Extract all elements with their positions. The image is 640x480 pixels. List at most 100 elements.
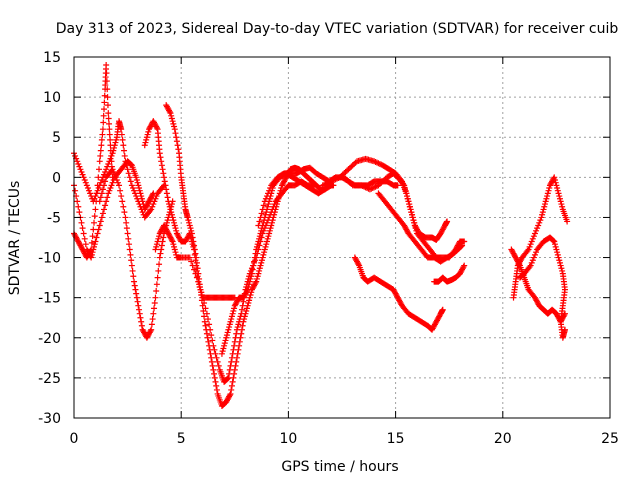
data-point	[169, 238, 176, 245]
data-point	[131, 187, 138, 194]
data-point	[97, 152, 104, 159]
data-point	[100, 112, 107, 119]
data-point	[123, 219, 130, 226]
data-point	[102, 178, 109, 185]
data-point	[444, 218, 451, 225]
data-point	[74, 158, 81, 165]
data-point	[147, 328, 154, 335]
data-point	[88, 239, 95, 246]
data-point	[255, 238, 262, 245]
data-point	[147, 207, 154, 214]
data-point	[118, 131, 125, 138]
data-point	[128, 182, 135, 189]
data-point	[124, 166, 131, 173]
data-point	[97, 194, 104, 201]
data-point	[236, 342, 243, 349]
data-point	[150, 310, 157, 317]
data-point	[402, 187, 409, 194]
data-point	[75, 160, 82, 167]
series-arc-15	[510, 174, 571, 301]
data-point	[77, 166, 84, 173]
data-point	[156, 254, 163, 261]
axis-ticks: 0 5 10 15 20 25 -30 -25 -20 -15 -10 -5 0 5 10 15	[38, 50, 619, 447]
data-point	[167, 206, 174, 213]
data-point	[530, 254, 537, 261]
data-point	[193, 254, 200, 261]
data-point	[96, 222, 103, 229]
data-point	[166, 203, 173, 210]
data-point	[101, 99, 108, 106]
y-axis-label: SDTVAR / TECUs	[7, 181, 23, 296]
data-point	[91, 213, 98, 220]
data-point	[134, 179, 141, 186]
data-point	[186, 222, 193, 229]
data-point	[557, 262, 564, 269]
data-point	[153, 124, 160, 131]
data-point	[230, 346, 237, 353]
data-point	[551, 177, 558, 184]
data-point	[537, 217, 544, 224]
data-point	[211, 346, 218, 353]
data-point	[230, 308, 237, 315]
data-point	[106, 131, 113, 138]
data-point	[221, 342, 228, 349]
data-point	[158, 246, 165, 253]
data-point	[151, 300, 158, 307]
data-point	[160, 234, 167, 241]
data-point	[413, 227, 420, 234]
data-point	[264, 203, 271, 210]
data-point	[544, 190, 551, 197]
data-point	[142, 139, 149, 146]
data-point	[138, 195, 145, 202]
data-point	[159, 166, 166, 173]
data-point	[156, 233, 163, 240]
data-point	[161, 174, 168, 181]
data-point	[106, 120, 113, 127]
data-point	[253, 246, 260, 253]
data-point	[143, 134, 150, 141]
data-point	[129, 185, 136, 192]
data-point	[75, 203, 82, 210]
data-point	[236, 316, 243, 323]
data-point	[531, 251, 538, 258]
data-point	[114, 179, 121, 186]
data-point	[543, 195, 550, 202]
series-arc-8	[218, 170, 335, 357]
data-point	[122, 214, 129, 221]
data-point	[78, 219, 85, 226]
data-point	[539, 209, 546, 216]
data-point	[253, 278, 260, 285]
data-point	[105, 110, 112, 117]
data-point	[93, 234, 100, 241]
data-point	[195, 278, 202, 285]
data-point	[112, 139, 119, 146]
data-point	[249, 266, 256, 273]
data-point	[215, 362, 222, 369]
data-point	[150, 190, 157, 197]
data-point	[527, 241, 534, 248]
data-point	[124, 230, 131, 237]
data-point	[126, 174, 133, 181]
data-point	[243, 287, 250, 294]
data-point	[208, 332, 215, 339]
data-point	[253, 275, 260, 282]
data-point	[232, 334, 239, 341]
data-point	[541, 201, 548, 208]
data-point	[229, 378, 236, 385]
data-point	[163, 219, 170, 226]
data-point	[80, 230, 87, 237]
data-point	[136, 185, 143, 192]
data-point	[534, 225, 541, 232]
data-point	[113, 136, 120, 143]
y-tick-label: -15	[38, 291, 61, 307]
data-point	[206, 321, 213, 328]
data-point	[136, 187, 143, 194]
data-point	[103, 78, 110, 85]
data-point	[540, 206, 547, 213]
data-point	[82, 179, 89, 186]
data-point	[196, 283, 203, 290]
data-point	[172, 130, 179, 137]
data-point	[104, 86, 111, 93]
data-point	[558, 201, 565, 208]
